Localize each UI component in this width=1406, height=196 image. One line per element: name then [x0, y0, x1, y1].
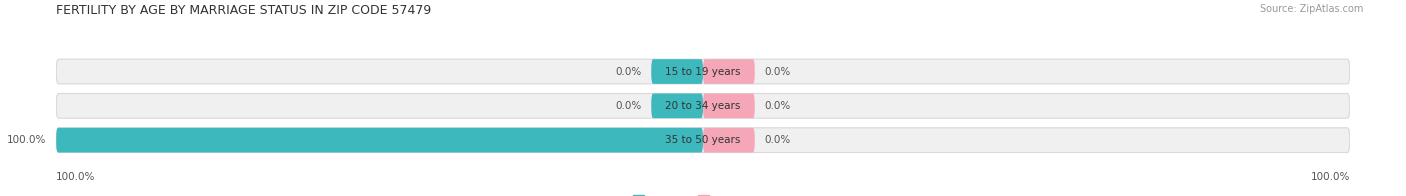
FancyBboxPatch shape: [56, 128, 1350, 152]
Text: Source: ZipAtlas.com: Source: ZipAtlas.com: [1260, 4, 1364, 14]
Text: 0.0%: 0.0%: [765, 101, 790, 111]
FancyBboxPatch shape: [56, 93, 1350, 118]
Text: 15 to 19 years: 15 to 19 years: [665, 66, 741, 77]
Text: 35 to 50 years: 35 to 50 years: [665, 135, 741, 145]
Text: 0.0%: 0.0%: [616, 101, 641, 111]
FancyBboxPatch shape: [703, 93, 755, 118]
Text: 100.0%: 100.0%: [56, 172, 96, 182]
Legend: Married, Unmarried: Married, Unmarried: [628, 191, 778, 196]
FancyBboxPatch shape: [703, 128, 755, 152]
Text: 20 to 34 years: 20 to 34 years: [665, 101, 741, 111]
Text: 0.0%: 0.0%: [765, 66, 790, 77]
FancyBboxPatch shape: [56, 59, 1350, 84]
Text: 100.0%: 100.0%: [7, 135, 46, 145]
Text: 100.0%: 100.0%: [1310, 172, 1350, 182]
Text: 0.0%: 0.0%: [616, 66, 641, 77]
FancyBboxPatch shape: [703, 59, 755, 84]
FancyBboxPatch shape: [651, 59, 703, 84]
FancyBboxPatch shape: [651, 93, 703, 118]
Text: FERTILITY BY AGE BY MARRIAGE STATUS IN ZIP CODE 57479: FERTILITY BY AGE BY MARRIAGE STATUS IN Z…: [56, 4, 432, 17]
FancyBboxPatch shape: [56, 128, 703, 152]
Text: 0.0%: 0.0%: [765, 135, 790, 145]
